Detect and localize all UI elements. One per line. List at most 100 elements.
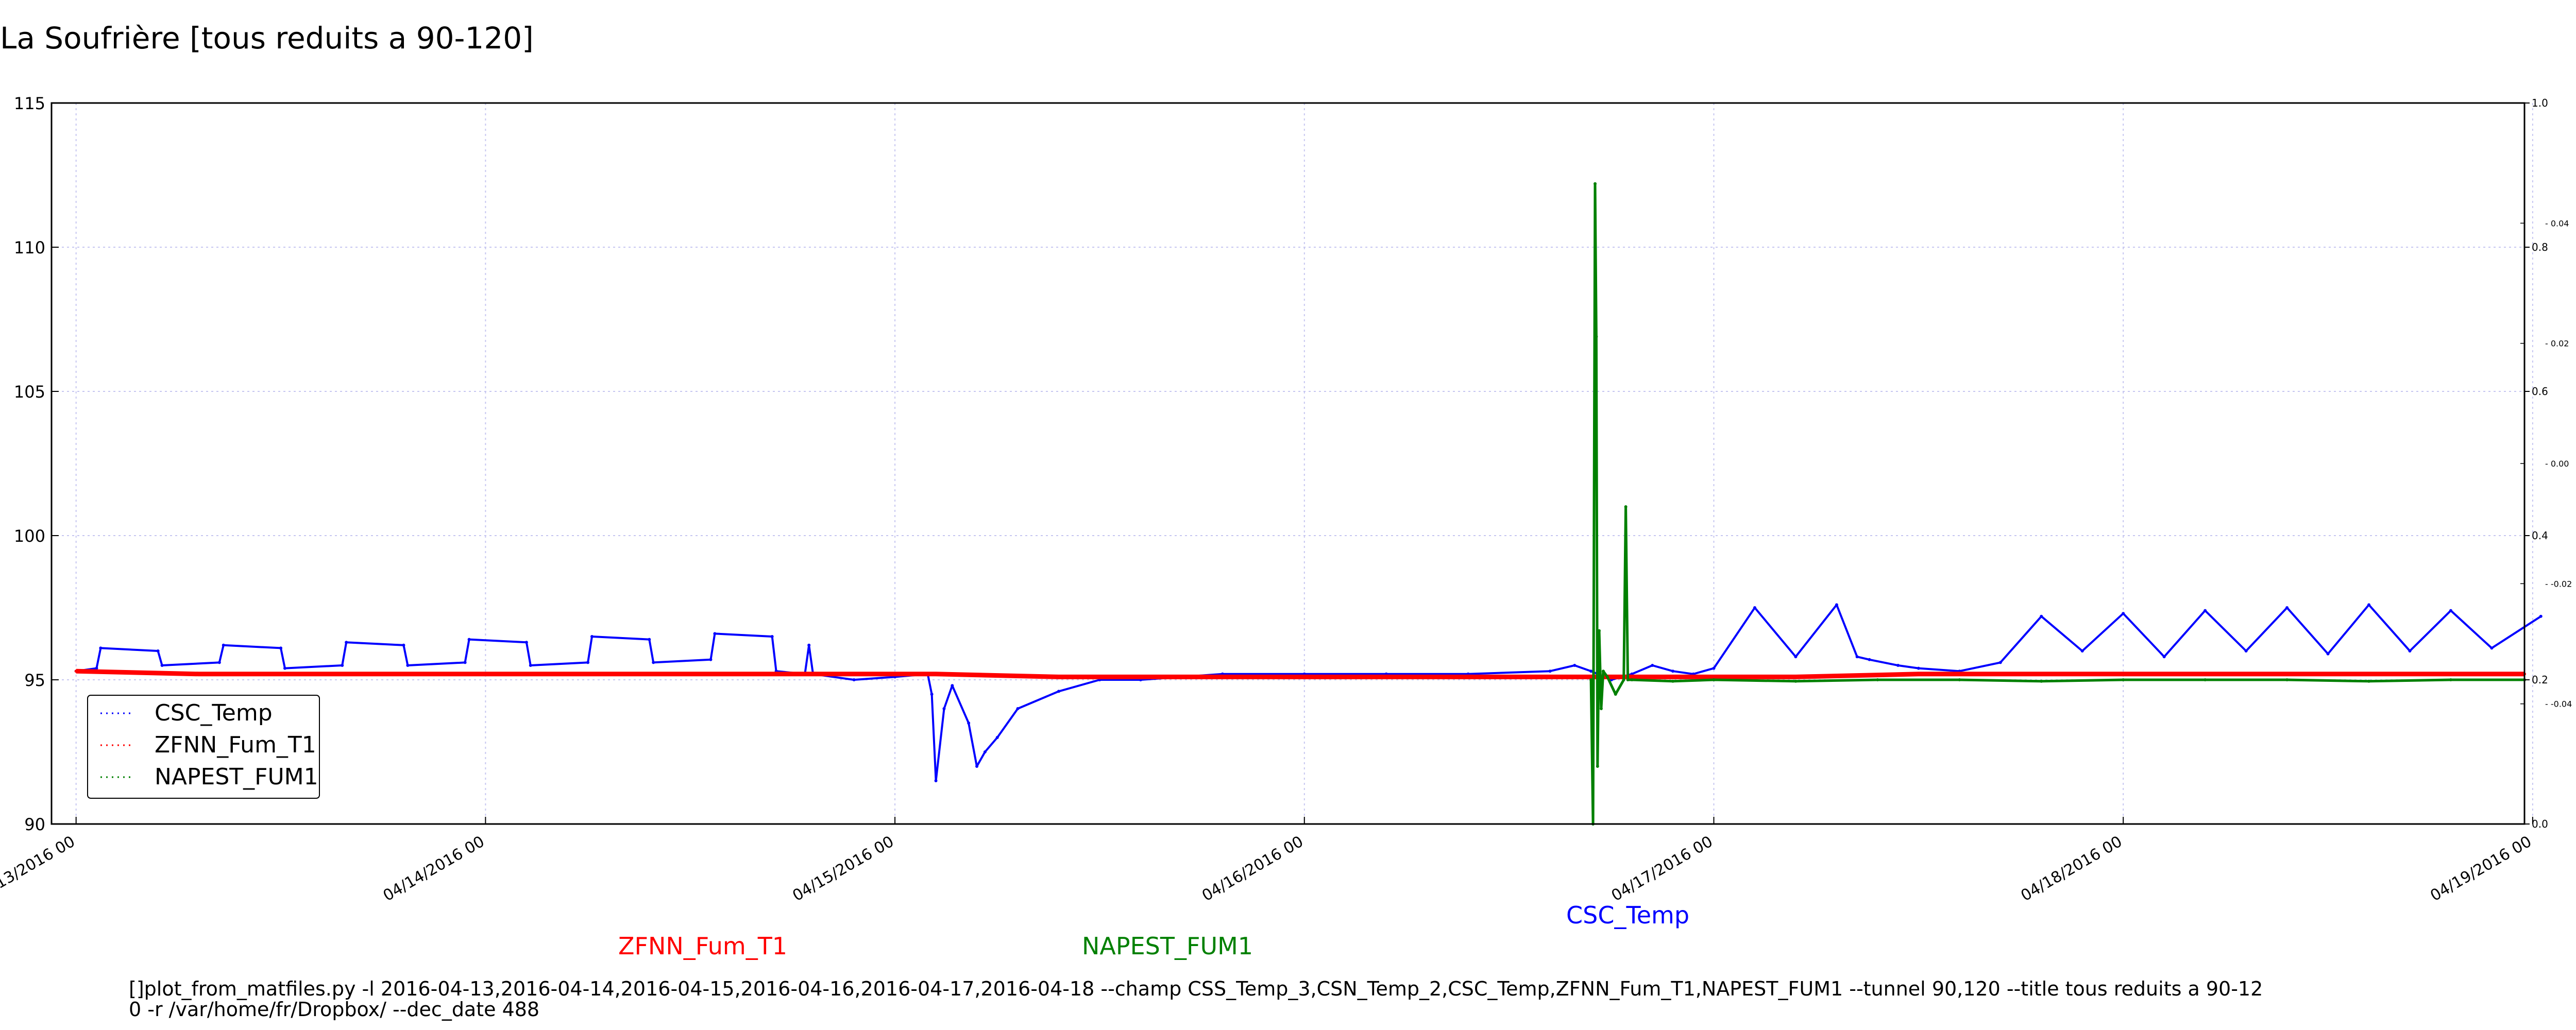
data-point-csc_temp (1896, 664, 1900, 667)
data-point-csc_temp (2490, 646, 2494, 650)
data-point-napest_fum1 (1622, 678, 1625, 681)
axis-ticks: 90 95 100 105 110 115 13/2016 00 04/14/2016 00 0… (0, 94, 2572, 905)
data-point-napest_fum1 (1876, 678, 1879, 681)
data-point-csc_temp (1548, 670, 1552, 673)
right-tick-label: 0.4 (2532, 529, 2548, 542)
legend-label: ZFNN_Fum_T1 (155, 732, 316, 758)
data-point-csc_temp (2204, 609, 2207, 612)
series-label-napest: NAPEST_FUM1 (1082, 932, 1253, 960)
data-point-napest_fum1 (1599, 707, 1603, 710)
legend: CSC_Temp ZFNN_Fum_T1 NAPEST_FUM1 (87, 695, 320, 799)
data-point-csc_temp (1917, 666, 1920, 670)
data-point-zfnn_fum_t1 (934, 672, 938, 676)
data-point-csc_temp (1855, 655, 1859, 659)
data-point-napest_fum1 (1605, 675, 1609, 679)
data-point-csc_temp (2367, 603, 2371, 607)
data-point-csc_temp (2244, 649, 2248, 653)
right-tick-label: 0.0 (2532, 818, 2548, 830)
data-point-csc_temp (1868, 658, 1871, 661)
data-point-csc_temp (1057, 690, 1060, 693)
data-point-napest_fum1 (1589, 678, 1593, 681)
data-point-csc_temp (1835, 603, 1838, 607)
legend-box (87, 695, 320, 799)
data-point-csc_temp (1671, 670, 1675, 673)
data-point-napest_fum1 (2040, 679, 2043, 683)
legend-label: NAPEST_FUM1 (155, 764, 318, 790)
data-point-zfnn_fum_t1 (1548, 675, 1552, 679)
y-tick-label: 95 (24, 671, 45, 690)
y-tick-label: 115 (14, 94, 45, 113)
data-point-napest_fum1 (1958, 678, 1961, 681)
axes-frame (50, 102, 2526, 825)
data-point-csc_temp (402, 643, 405, 647)
y-tick-label: 100 (14, 526, 45, 546)
data-point-zfnn_fum_t1 (1426, 675, 1429, 679)
data-point-csc_temp (1753, 606, 1756, 609)
series-label-csc: CSC_Temp (1566, 901, 1690, 929)
data-point-napest_fum1 (1597, 629, 1601, 632)
data-point-napest_fum1 (1614, 693, 1617, 696)
data-point-csc_temp (222, 643, 225, 647)
data-point-csc_temp (590, 635, 594, 638)
data-point-zfnn_fum_t1 (1057, 675, 1060, 679)
data-point-zfnn_fum_t1 (443, 672, 446, 676)
data-point-csc_temp (967, 722, 971, 725)
data-point-csc_temp (713, 632, 717, 636)
data-point-napest_fum1 (1594, 182, 1597, 185)
right-tick-label: 1.0 (2532, 97, 2548, 109)
data-point-csc_temp (975, 765, 979, 768)
data-point-napest_fum1 (1794, 679, 1798, 683)
data-point-csc_temp (1794, 655, 1798, 659)
data-point-zfnn_fum_t1 (2285, 672, 2289, 676)
data-point-csc_temp (648, 638, 651, 641)
x-tick-label: 04/17/2016 00 (1608, 833, 1716, 905)
right-tick-label: 0.2 (2532, 674, 2548, 686)
data-point-csc_temp (524, 641, 528, 644)
inner-right-tick-label: - 0.04 (2545, 218, 2569, 228)
inner-right-tick-label: - 0.02 (2545, 339, 2569, 349)
data-point-csc_temp (160, 664, 164, 667)
data-point-napest_fum1 (1671, 679, 1675, 683)
inner-right-tick-label: - 0.00 (2545, 459, 2569, 469)
data-point-csc_temp (156, 649, 160, 653)
data-point-zfnn_fum_t1 (688, 672, 692, 676)
x-tick-label: 04/16/2016 00 (1199, 833, 1307, 905)
data-point-napest_fum1 (2285, 678, 2289, 681)
data-point-napest_fum1 (1630, 678, 1634, 681)
data-point-napest_fum1 (1596, 765, 1599, 768)
data-point-csc_temp (2539, 614, 2543, 618)
data-point-csc_temp (1651, 664, 1654, 667)
data-point-zfnn_fum_t1 (1917, 672, 1920, 676)
data-point-csc_temp (467, 638, 471, 641)
data-point-csc_temp (995, 736, 999, 739)
data-point-csc_temp (2326, 652, 2330, 656)
inner-right-tick-label: - -0.02 (2545, 579, 2572, 589)
data-point-csc_temp (2080, 649, 2084, 653)
data-point-csc_temp (983, 750, 987, 753)
data-point-csc_temp (770, 635, 774, 638)
data-point-zfnn_fum_t1 (74, 670, 78, 673)
right-tick-label: 0.8 (2532, 241, 2548, 253)
data-point-zfnn_fum_t1 (1302, 675, 1306, 679)
data-point-csc_temp (934, 779, 938, 782)
data-point-csc_temp (529, 664, 532, 667)
data-point-csc_temp (345, 641, 348, 644)
data-point-napest_fum1 (1601, 670, 1605, 673)
data-point-csc_temp (2285, 606, 2289, 609)
data-point-csc_temp (95, 666, 98, 670)
data-point-csc_temp (341, 664, 344, 667)
right-tick-label: 0.6 (2532, 385, 2548, 398)
data-point-napest_fum1 (1624, 505, 1628, 508)
data-point-napest_fum1 (2449, 678, 2452, 681)
y-tick-label: 110 (14, 238, 45, 258)
data-point-csc_temp (1573, 664, 1577, 667)
chart-title: La Soufrière [tous reduits a 90-120] (0, 21, 534, 56)
data-point-napest_fum1 (2367, 679, 2371, 683)
x-tick-label: 13/2016 00 (0, 833, 78, 892)
data-point-csc_temp (852, 678, 856, 681)
grid-lines (52, 103, 2533, 824)
data-point-zfnn_fum_t1 (811, 672, 815, 676)
data-point-napest_fum1 (1595, 335, 1598, 338)
data-point-zfnn_fum_t1 (2040, 672, 2043, 676)
